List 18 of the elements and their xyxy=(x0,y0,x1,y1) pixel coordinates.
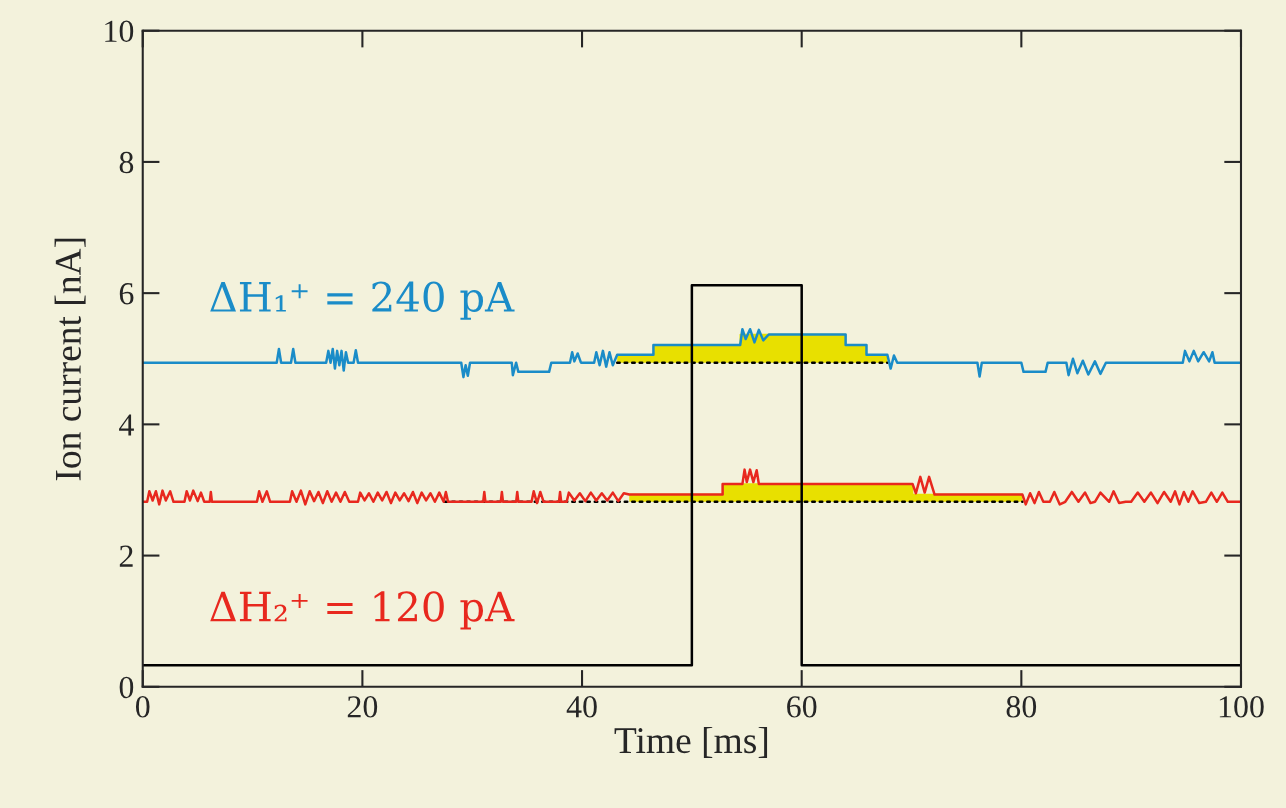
x-tick-label: 0 xyxy=(135,696,150,718)
line-series xyxy=(142,327,1241,379)
series-label: ΔH₁⁺ = 240 pA xyxy=(210,281,515,320)
x-tick-label: 40 xyxy=(566,696,597,718)
y-tick-label: 0 xyxy=(119,676,134,699)
y-axis-title: Ion current [nA] xyxy=(54,238,86,481)
y-tick-label: 8 xyxy=(119,151,134,174)
y-tick-label: 4 xyxy=(119,414,134,436)
y-tick-label: 2 xyxy=(119,545,133,567)
x-tick-label: 100 xyxy=(1219,696,1264,718)
y-tick-label: 10 xyxy=(105,20,134,43)
x-tick-label: 60 xyxy=(787,696,817,718)
x-tick-label: 20 xyxy=(347,696,378,718)
text: ΔH₂⁺ = 120 pA xyxy=(210,591,515,630)
x-axis-title: Time [ms] xyxy=(614,726,768,758)
line-series xyxy=(142,468,1241,506)
x-tick-label: 80 xyxy=(1006,696,1037,718)
y-tick-label: 6 xyxy=(119,283,134,305)
